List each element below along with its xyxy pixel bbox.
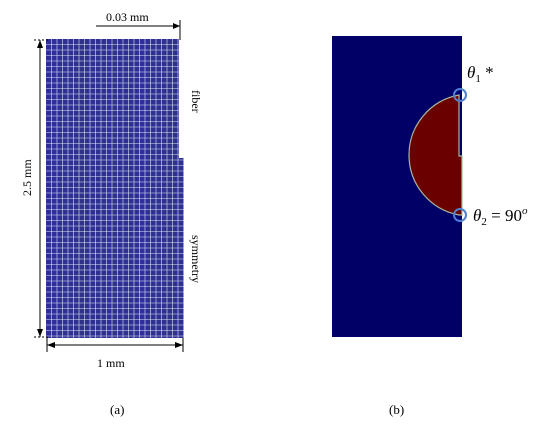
mesh-domain	[46, 39, 184, 338]
mesh-grid	[46, 39, 184, 338]
caption-a: (a)	[110, 402, 124, 417]
dim-left-arrow-top	[37, 40, 43, 48]
theta1-marker	[453, 88, 467, 102]
dim-top-arrowhead	[173, 23, 180, 29]
theta2-equals: = 90	[487, 206, 522, 225]
droplet	[408, 94, 463, 216]
dim-top-label: 0.03 mm	[106, 10, 149, 24]
theta2-subscript: 2	[481, 216, 487, 228]
theta1-symbol: θ	[467, 63, 475, 82]
dim-left-label: 2.5 mm	[20, 159, 34, 196]
symmetry-label: symmetry	[189, 235, 203, 283]
dim-left-arrow-bottom	[37, 329, 43, 337]
theta1-label: θ1 *	[467, 63, 494, 85]
theta2-marker	[453, 208, 467, 222]
fiber-region	[179, 30, 185, 158]
theta1-subscript: 1	[475, 73, 481, 85]
theta2-label: θ2 = 90o	[473, 205, 528, 228]
theta2-superscript: o	[522, 205, 528, 217]
caption-b: (b)	[389, 402, 404, 417]
fiber-label: fiber	[189, 90, 203, 113]
panel-b: θ1 * θ2 = 90o (b)	[332, 36, 528, 417]
panel-a: 0.03 mm 2.5 mm 1 mm fiber symmetry (a)	[20, 10, 203, 417]
dim-bottom-label: 1 mm	[97, 356, 125, 370]
theta2-symbol: θ	[473, 206, 481, 225]
dim-bottom-arrow-left	[47, 342, 55, 348]
dim-bottom-arrow-right	[175, 342, 183, 348]
theta1-suffix: *	[481, 63, 494, 82]
